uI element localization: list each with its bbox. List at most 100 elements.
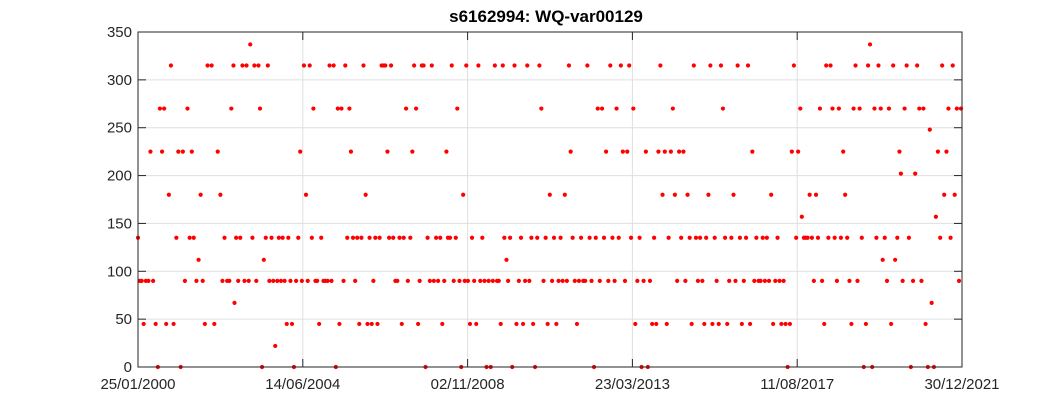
- data-point: [954, 106, 959, 111]
- data-point: [525, 63, 530, 68]
- data-point: [830, 106, 835, 111]
- data-point: [174, 235, 179, 240]
- data-point: [373, 235, 378, 240]
- data-point: [265, 63, 270, 68]
- x-tick-label: 02/11/2008: [431, 376, 505, 393]
- data-point: [395, 278, 400, 283]
- data-point: [315, 278, 320, 283]
- data-point: [431, 278, 436, 283]
- data-point: [876, 63, 881, 68]
- data-point: [347, 106, 352, 111]
- data-point: [824, 63, 829, 68]
- data-point: [185, 106, 190, 111]
- data-point: [562, 192, 567, 197]
- data-point: [853, 63, 858, 68]
- data-point: [502, 235, 507, 240]
- data-point: [614, 106, 619, 111]
- data-point: [512, 63, 517, 68]
- data-point: [252, 63, 257, 68]
- data-point: [865, 63, 871, 68]
- data-point: [754, 235, 759, 240]
- data-point: [254, 278, 259, 283]
- data-point: [904, 63, 909, 68]
- data-point: [506, 278, 511, 283]
- data-point: [863, 321, 869, 327]
- data-point: [196, 257, 201, 262]
- data-point: [813, 192, 819, 197]
- data-point: [781, 278, 786, 283]
- data-point: [576, 278, 582, 283]
- data-point: [250, 235, 255, 240]
- data-point: [956, 278, 962, 283]
- data-point: [779, 321, 784, 327]
- data-point: [884, 278, 890, 283]
- data-point: [429, 63, 434, 68]
- data-point: [236, 278, 241, 283]
- data-point: [664, 321, 669, 327]
- y-tick-label: 50: [115, 311, 132, 328]
- data-point: [660, 192, 665, 197]
- data-point: [453, 235, 458, 240]
- data-point: [718, 63, 724, 68]
- data-point: [141, 321, 146, 327]
- data-point: [558, 235, 563, 240]
- data-point: [215, 149, 220, 154]
- data-point: [269, 235, 274, 240]
- data-point: [702, 321, 707, 327]
- data-point: [708, 63, 713, 68]
- data-point: [551, 235, 557, 240]
- data-point: [891, 63, 896, 68]
- data-point: [412, 63, 417, 68]
- data-point: [261, 257, 266, 262]
- data-point: [647, 278, 653, 283]
- data-point: [397, 235, 402, 240]
- data-point: [209, 63, 214, 68]
- data-point: [773, 278, 778, 283]
- data-point: [608, 63, 613, 68]
- data-point: [148, 149, 153, 154]
- data-point: [787, 321, 792, 327]
- data-point: [537, 63, 542, 68]
- data-point: [672, 192, 677, 197]
- data-point: [762, 278, 767, 283]
- data-point: [305, 278, 310, 283]
- data-point: [764, 235, 769, 240]
- y-tick-label: 0: [124, 359, 132, 376]
- y-tick-label: 100: [107, 263, 132, 280]
- data-point: [339, 106, 344, 111]
- data-point: [628, 235, 634, 240]
- data-point: [282, 278, 287, 283]
- data-point: [681, 149, 686, 154]
- data-point: [298, 149, 303, 154]
- data-point: [507, 235, 513, 240]
- data-point: [294, 278, 299, 283]
- data-point: [153, 321, 158, 327]
- data-point: [872, 106, 877, 111]
- data-point: [683, 278, 688, 283]
- data-point: [500, 63, 505, 68]
- data-point: [529, 235, 534, 240]
- data-point: [543, 235, 548, 240]
- data-point: [689, 321, 694, 327]
- data-point: [710, 321, 715, 327]
- data-point: [685, 192, 690, 197]
- data-point: [583, 278, 588, 283]
- data-point: [585, 63, 590, 68]
- data-point: [733, 278, 738, 283]
- data-point: [547, 192, 552, 197]
- data-point: [401, 235, 406, 240]
- data-point: [940, 63, 945, 68]
- data-point: [606, 278, 611, 283]
- data-point: [438, 235, 443, 240]
- data-point: [309, 235, 314, 240]
- data-point: [695, 278, 701, 283]
- y-tick-label: 250: [107, 120, 132, 137]
- data-point: [449, 63, 454, 68]
- data-point: [775, 235, 780, 240]
- data-point: [815, 235, 821, 240]
- data-point: [923, 321, 928, 327]
- data-point: [603, 149, 609, 154]
- data-point: [656, 149, 661, 154]
- data-point: [218, 192, 223, 197]
- data-point: [371, 278, 376, 283]
